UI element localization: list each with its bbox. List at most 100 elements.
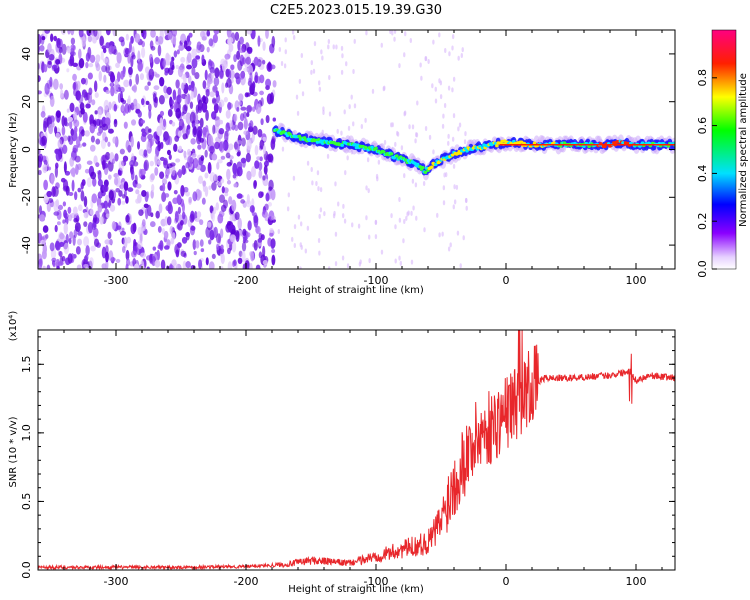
noise-cell: [261, 59, 266, 65]
noise-cell: [235, 76, 241, 85]
noise-cell: [257, 128, 263, 138]
faint-cell: [322, 106, 325, 112]
noise-cell: [141, 219, 146, 227]
noise-cell: [217, 181, 222, 187]
noise-cell: [253, 180, 257, 188]
faint-cell: [296, 110, 300, 116]
faint-cell: [383, 85, 386, 91]
noise-cell: [204, 172, 209, 179]
faint-cell: [292, 35, 296, 41]
noise-cell: [77, 231, 83, 236]
noise-cell: [162, 118, 167, 128]
noise-cell: [38, 90, 42, 95]
noise-cell: [47, 166, 52, 171]
x-tick-label: -300: [104, 274, 129, 287]
noise-cell: [163, 230, 169, 239]
noise-cell: [64, 122, 70, 127]
faint-cell: [313, 41, 317, 47]
noise-cell: [210, 72, 215, 80]
noise-cell: [69, 119, 73, 130]
noise-cell: [233, 54, 237, 63]
faint-cell: [336, 128, 339, 134]
noise-cell: [130, 102, 135, 111]
noise-cell: [202, 180, 207, 187]
noise-cell: [225, 152, 231, 159]
noise-cell: [130, 55, 134, 68]
faint-cell: [457, 55, 460, 61]
x-tick-label: 0: [503, 575, 510, 588]
noise-cell: [123, 236, 128, 249]
noise-cell: [159, 240, 164, 251]
noise-cell: [145, 100, 150, 105]
noise-cell: [97, 108, 102, 119]
noise-cell: [163, 159, 168, 166]
noise-cell: [225, 109, 231, 119]
noise-cell: [236, 140, 243, 145]
faint-cell: [393, 30, 397, 34]
faint-cell: [360, 124, 364, 130]
faint-cell: [424, 56, 427, 62]
noise-cell: [57, 204, 64, 211]
noise-cell: [211, 97, 217, 104]
noise-cell: [112, 30, 117, 37]
noise-cell: [87, 35, 93, 43]
faint-cell: [306, 225, 310, 231]
noise-cell: [198, 259, 203, 269]
noise-cell: [113, 119, 118, 128]
noise-cell: [99, 35, 104, 47]
noise-cell: [211, 153, 218, 161]
noise-cell: [52, 78, 59, 90]
noise-cell: [133, 263, 140, 269]
faint-cell: [441, 123, 445, 129]
faint-cell: [383, 139, 387, 145]
noise-cell: [146, 266, 150, 269]
faint-cell: [391, 30, 394, 36]
noise-cell: [98, 119, 103, 129]
noise-cell: [199, 219, 204, 226]
noise-cell: [251, 81, 256, 90]
signal-core: [370, 145, 374, 149]
noise-cell: [214, 116, 221, 128]
noise-cell: [83, 221, 88, 228]
noise-cell: [249, 72, 253, 85]
noise-cell: [108, 128, 114, 134]
noise-cell: [140, 30, 145, 38]
noise-cell: [220, 265, 224, 269]
faint-cell: [436, 212, 439, 218]
noise-cell: [46, 60, 53, 69]
noise-cell: [82, 111, 88, 123]
noise-cell: [125, 214, 130, 223]
noise-cell: [183, 40, 188, 50]
noise-cell: [86, 177, 92, 188]
noise-cell: [105, 89, 111, 94]
noise-cell: [133, 238, 137, 248]
noise-cell: [243, 130, 249, 136]
faint-cell: [293, 243, 297, 249]
noise-cell: [78, 30, 84, 38]
noise-cell: [219, 194, 226, 204]
noise-cell: [69, 102, 75, 113]
noise-cell: [195, 104, 200, 114]
faint-cell: [328, 111, 332, 117]
noise-cell: [207, 134, 214, 147]
noise-cell: [243, 117, 248, 130]
noise-cell: [90, 171, 97, 180]
noise-cell: [227, 261, 233, 269]
noise-cell: [93, 155, 98, 165]
snr-scale-note: (x10⁴): [8, 311, 19, 342]
noise-cell: [73, 82, 77, 90]
faint-cell: [284, 37, 287, 43]
noise-cell: [157, 225, 162, 233]
noise-cell: [54, 165, 59, 178]
signal-core: [395, 154, 399, 158]
faint-cell: [441, 231, 444, 237]
noise-cell: [164, 30, 169, 36]
noise-cell: [188, 84, 192, 91]
noise-cell: [93, 30, 98, 37]
noise-cell: [62, 219, 66, 224]
noise-cell: [121, 200, 126, 205]
noise-cell: [220, 178, 225, 184]
noise-cell: [53, 211, 60, 216]
noise-cell: [102, 57, 109, 64]
noise-cell: [158, 203, 163, 214]
